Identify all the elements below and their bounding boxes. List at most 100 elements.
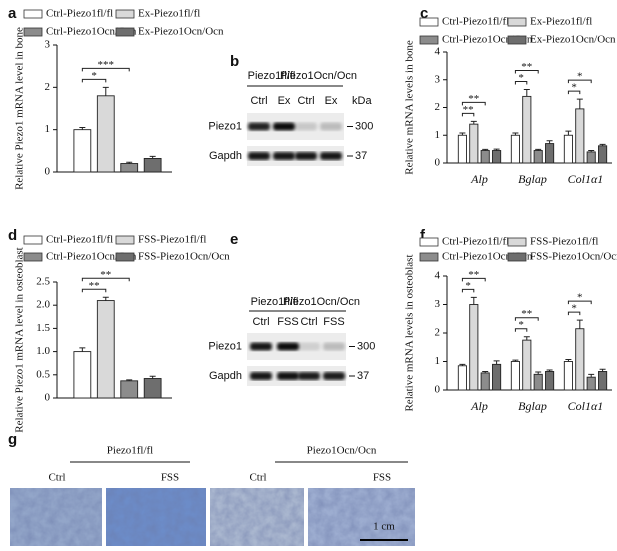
error-bar (126, 161, 133, 164)
group-label: Piezo1Ocn/Ocn (283, 296, 360, 308)
sig-bracket (461, 288, 475, 293)
legend-label: Ex-Piezo1fl/fl (530, 16, 592, 28)
sig-bracket (461, 101, 486, 106)
error-bar (588, 150, 595, 152)
y-tick-label: 2.0 (36, 299, 50, 311)
blot-band (323, 372, 345, 380)
y-tick-label: 0 (435, 384, 441, 396)
y-axis-label: Relative Piezo1 mRNA level in osteoblast (14, 247, 26, 432)
bar (563, 134, 573, 164)
sig-bracket (567, 79, 592, 84)
error-bar (79, 347, 86, 352)
legend-swatch (115, 27, 135, 37)
error-bar (535, 371, 542, 375)
bar (598, 371, 608, 391)
legend-label: Ctrl-Piezo1Ocn/Ocn (46, 251, 137, 263)
lane-label: Ctrl (297, 95, 314, 107)
bar (522, 339, 532, 391)
sig-label: *** (98, 59, 115, 71)
sig-label: ** (468, 93, 479, 105)
y-tick-label: 3 (435, 73, 441, 85)
error-bar (576, 98, 583, 109)
y-axis-label: Relative mRNA levels in osteoblast (404, 254, 416, 411)
sig-label: * (518, 319, 524, 331)
lane-label: Ctrl (48, 472, 65, 484)
bar (469, 123, 479, 164)
lane-label: Ctrl (250, 95, 267, 107)
sig-label: * (577, 292, 583, 304)
legend-swatch (115, 9, 135, 19)
lane-label: FSS (373, 472, 391, 484)
sig-bracket (567, 311, 581, 316)
bar (575, 108, 585, 164)
blot-band (273, 122, 295, 131)
lane-label: Ctrl (252, 316, 269, 328)
y-tick-label: 2.5 (36, 276, 50, 288)
row-label: Gapdh (209, 370, 242, 382)
bar (563, 361, 573, 391)
legend-swatch (23, 27, 43, 37)
error-bar (576, 319, 583, 329)
y-tick-label: 0 (45, 392, 51, 404)
sig-label: ** (100, 269, 111, 281)
y-axis-label: Relative Piezo1 mRNA level in bone (14, 27, 26, 190)
group-label: Piezo1Ocn/Ocn (280, 70, 357, 82)
y-tick-label: 1 (435, 355, 441, 367)
legend-swatch (23, 235, 43, 245)
sig-bracket (514, 80, 528, 85)
bar (492, 150, 502, 164)
x-tick-label: Col1α1 (568, 172, 604, 186)
error-bar (599, 368, 606, 372)
size-label: 300 (355, 120, 373, 132)
row-label: Piezo1 (208, 120, 242, 132)
bar (96, 300, 115, 399)
y-tick-label: 3 (435, 298, 441, 310)
row-label: Gapdh (209, 150, 242, 162)
y-tick-label: 0.5 (36, 368, 50, 380)
sig-label: * (91, 70, 97, 82)
sig-bracket (567, 90, 581, 95)
bar (457, 134, 467, 164)
y-tick-label: 0 (435, 157, 441, 169)
group-label: Piezo1fl/fl (251, 296, 299, 308)
bar (120, 163, 139, 173)
x-tick-label: Col1α1 (568, 399, 604, 413)
bar (533, 150, 543, 164)
sig-label: ** (521, 61, 532, 73)
row-label: Piezo1 (208, 340, 242, 352)
legend-label: Ex-Piezo1fl/fl (138, 8, 200, 20)
bar (457, 365, 467, 391)
legend-label: FSS-Piezo1fl/fl (530, 236, 598, 248)
stain-texture (10, 488, 102, 546)
bar (96, 95, 115, 173)
sig-bracket (567, 300, 592, 305)
size-label: 300 (357, 340, 375, 352)
error-bar (102, 296, 109, 301)
sig-label: * (577, 71, 583, 83)
error-bar (512, 132, 519, 136)
y-tick-label: 4 (435, 46, 441, 58)
bar (575, 328, 585, 391)
sig-bracket (461, 277, 486, 282)
blot-band (277, 372, 299, 380)
sig-label: ** (89, 280, 100, 292)
x-tick-label: Bglap (518, 399, 547, 413)
lane-label: Ex (278, 95, 291, 107)
y-tick-label: 1.0 (36, 345, 50, 357)
group-label: Piezo1fl/fl (107, 445, 153, 457)
lane-label: FSS (277, 316, 298, 328)
x-tick-label: Alp (470, 172, 488, 186)
bar (73, 351, 92, 399)
legend-swatch (419, 35, 439, 45)
legend-label: Ex-Piezo1Ocn/Ocn (138, 26, 224, 38)
panel-letter: e (230, 231, 238, 248)
error-bar (546, 140, 553, 144)
error-bar (599, 143, 606, 146)
error-bar (565, 359, 572, 362)
blot-band (248, 152, 270, 160)
group-label: Piezo1Ocn/Ocn (307, 445, 377, 457)
y-tick-label: 1.5 (36, 322, 50, 334)
error-bar (523, 88, 530, 97)
blot-band (250, 342, 272, 351)
panel-letter: c (420, 5, 428, 22)
